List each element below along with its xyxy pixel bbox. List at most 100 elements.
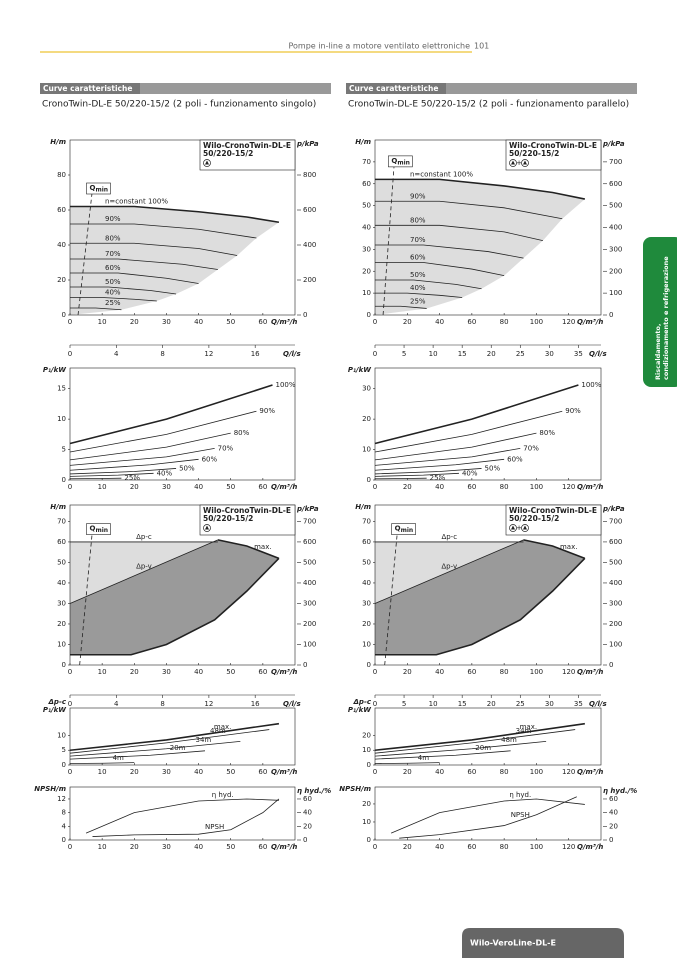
dpv-area [70,539,279,655]
qmin-label: Q [90,525,96,533]
y2-tick-label: 200 [609,620,622,628]
curve [69,410,257,453]
curve [69,750,206,760]
curve-label: 90% [410,192,426,200]
x-tick-label: 80 [500,483,509,491]
curve-label: Δp-v [441,563,457,571]
y-axis-label: H/m [355,503,371,511]
x-tick-label: 40 [194,483,203,491]
plot-frame [69,139,296,316]
x-tick-label: 20 [403,843,412,851]
x-tick-label: 120 [562,483,575,491]
y2-tick-label: 20 [609,822,618,830]
curve [375,292,463,298]
pump-symbol-arrow [205,525,209,530]
pump-symbol-arrow [511,160,515,165]
curve [375,557,586,656]
x-tick-label: 0 [373,768,377,776]
x-tick-label: 20 [130,318,139,326]
x-tick-label: 10 [429,700,438,708]
curve-label: 25% [105,299,121,307]
x-tick-label: 40 [194,668,203,676]
curve-label: 80% [539,429,555,437]
y2-tick-label: 500 [609,558,622,566]
x-tick-label: 10 [98,483,107,491]
curve [70,242,238,256]
plot-frame [69,786,296,841]
y-tick-label: 50 [57,558,66,566]
y-tick-label: 0 [367,761,371,769]
curve [69,468,177,475]
y-tick-label: 20 [57,276,66,284]
x-tick-label: 60 [467,318,476,326]
y-tick-label: 0 [367,476,371,484]
y-axis-label: P₁/kW [43,366,66,374]
curve-label: 70% [410,236,426,244]
symbol-join: + [516,524,522,532]
x-axis-label: Q/l/s [283,700,301,708]
y-tick-label: 0 [62,311,66,319]
y2-tick-label: 100 [609,289,622,297]
x-tick-label: 10 [98,843,107,851]
x-tick-label: 30 [162,843,171,851]
y2-tick-label: 20 [303,822,312,830]
curve-label: 50% [410,271,426,279]
x-tick-label: 80 [500,768,509,776]
curve [70,557,280,656]
y-tick-label: 15 [57,385,66,393]
curve [69,477,122,480]
x-tick-label: 10 [429,350,438,358]
pump-symbol-arrow [523,525,527,530]
x-tick-label: 10 [98,768,107,776]
curve [69,472,154,477]
curve [375,178,586,200]
type-label: 50/220-15/2 [509,514,559,523]
curve-label: max. [214,723,231,731]
curve [69,384,273,445]
qmin-box [86,182,111,195]
x-tick-label: 20 [403,668,412,676]
x-tick-label: 8 [160,700,164,708]
page-number: 101 [474,42,489,51]
pump-symbol-arrow [205,160,209,165]
curve [375,279,482,290]
x-tick-label: 0 [373,483,377,491]
curve [374,432,537,461]
y2-tick-label: 200 [609,267,622,275]
type-label: 50/220-15/2 [509,149,559,158]
qmin-sub: min [397,159,410,166]
curve [399,796,577,839]
y2-tick-label: 100 [303,640,316,648]
x-tick-label: 0 [68,483,72,491]
curve-label: 4m [113,754,124,762]
y-tick-label: 5 [62,446,66,454]
y-tick-label: 20 [362,620,371,628]
section-title: Curve caratteristiche [349,84,438,93]
x-tick-label: 0 [373,350,377,358]
curve-label: 48m [501,736,517,744]
y-tick-label: 70 [362,158,371,166]
y2-tick-label: 0 [609,661,613,669]
x-tick-label: 60 [467,768,476,776]
y-tick-label: 30 [362,245,371,253]
y-tick-label: 30 [362,599,371,607]
y-tick-label: 70 [362,517,371,525]
x-tick-label: 4 [114,350,119,358]
y-tick-label: 40 [362,579,371,587]
x-tick-label: 100 [530,768,543,776]
y2-tick-label: 0 [303,836,307,844]
y2-axis-label: p/kPa [602,140,625,148]
x-tick-label: 35 [574,700,583,708]
curve-label: Δp-v [136,563,152,571]
curve-label: 100% [581,381,601,389]
y2-tick-label: 400 [303,241,316,249]
y2-tick-label: 300 [609,599,622,607]
x-tick-label: 60 [258,318,267,326]
x-tick-label: 20 [130,843,139,851]
curve-label: 25% [410,297,426,305]
curve [374,750,511,760]
pump-symbol-arrow [511,525,515,530]
curve [374,722,585,752]
x-tick-label: 60 [467,843,476,851]
x-tick-label: 35 [574,350,583,358]
